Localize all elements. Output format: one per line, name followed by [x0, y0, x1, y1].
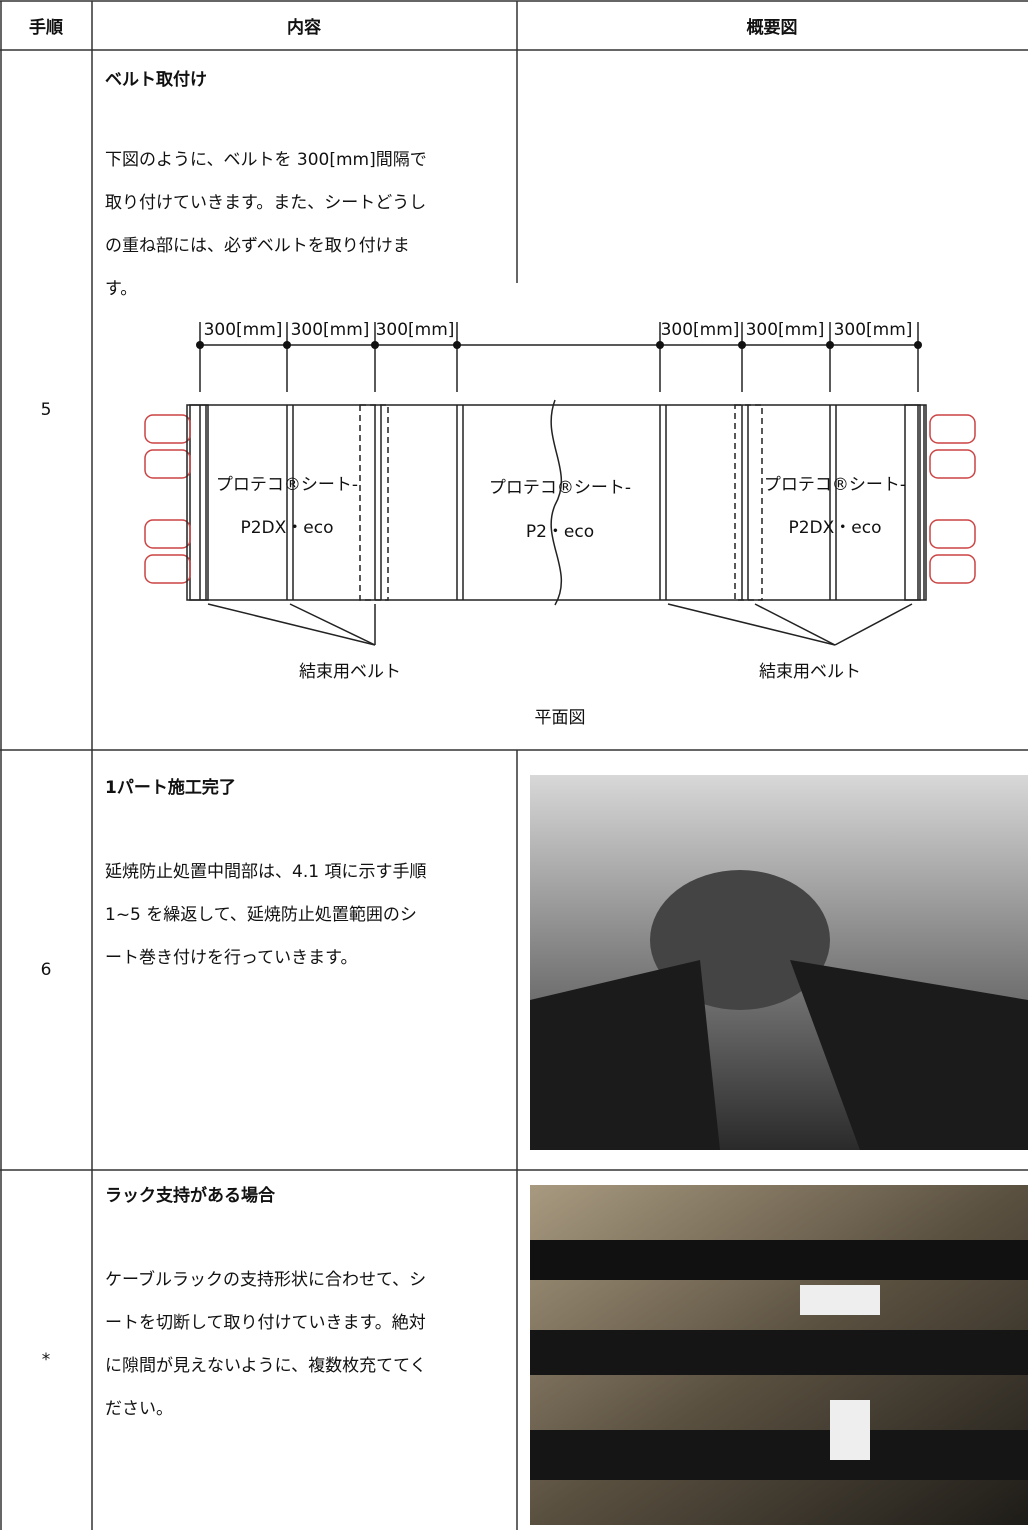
- pipe: [929, 554, 976, 584]
- body-text: ケーブルラックの支持形状に合わせて、シ: [105, 1269, 426, 1290]
- header-cell: 手順: [29, 17, 64, 38]
- sheet-model: P2・eco: [526, 522, 594, 542]
- header-cell: 概要図: [747, 17, 798, 38]
- dim-dot: [453, 341, 461, 349]
- dim-dot: [738, 341, 746, 349]
- body-text: す。: [105, 279, 137, 299]
- pipe: [929, 449, 976, 479]
- overlap: [734, 404, 763, 601]
- leader-line: [834, 603, 913, 646]
- step-number: 6: [41, 960, 52, 980]
- diagram-caption: 平面図: [535, 708, 586, 728]
- pipe: [144, 414, 191, 444]
- header-cell: 内容: [287, 17, 321, 38]
- pipe: [929, 519, 976, 549]
- pipe: [144, 554, 191, 584]
- body-text: の重ね部には、必ずベルトを取り付けま: [105, 236, 410, 256]
- overlap: [186, 404, 209, 601]
- leader-line: [667, 603, 836, 646]
- plan-diagram: [144, 322, 976, 646]
- leader-line: [289, 603, 376, 646]
- pipe: [144, 449, 191, 479]
- sheet-name: プロテコ®シート-: [216, 475, 358, 495]
- overlap: [359, 404, 389, 601]
- dimension-label: 300[mm]: [661, 320, 740, 340]
- step-number: *: [42, 1350, 51, 1370]
- dimension-label: 300[mm]: [291, 320, 370, 340]
- dimension-label: 300[mm]: [376, 320, 455, 340]
- dim-dot: [826, 341, 834, 349]
- pipe: [144, 519, 191, 549]
- sheet-name: プロテコ®シート-: [764, 475, 906, 495]
- overlap: [904, 404, 927, 601]
- leader-line: [207, 603, 376, 646]
- dim-dot: [196, 341, 204, 349]
- belt-label: 結束用ベルト: [299, 662, 401, 682]
- dimension-label: 300[mm]: [746, 320, 825, 340]
- body-text: 1~5 を繰返して、延焼防止処置範囲のシ: [105, 905, 417, 925]
- dimension-label: 300[mm]: [834, 320, 913, 340]
- body-text: ださい。: [105, 1399, 173, 1419]
- body-text: ート巻き付けを行っていきます。: [105, 948, 357, 968]
- body-text: 下図のように、ベルトを 300[mm]間隔で: [105, 150, 427, 170]
- dim-dot: [283, 341, 291, 349]
- body-text: 延焼防止処置中間部は、4.1 項に示す手順: [105, 862, 426, 882]
- dimension-label: 300[mm]: [204, 320, 283, 340]
- body-text: に隙間が見えないように、複数枚充ててく: [105, 1356, 427, 1376]
- body-text: 取り付けていきます。また、シートどうし: [105, 193, 426, 213]
- pipe: [929, 414, 976, 444]
- body-text: ートを切断して取り付けていきます。絶対: [105, 1313, 426, 1333]
- dim-dot: [914, 341, 922, 349]
- photo-rack: [530, 1185, 1028, 1525]
- row-title: 1パート施工完了: [105, 777, 236, 798]
- dim-dot: [371, 341, 379, 349]
- leader-line: [754, 603, 836, 646]
- sheet-name: プロテコ®シート-: [489, 478, 631, 498]
- step-number: 5: [41, 400, 52, 420]
- row-title: ラック支持がある場合: [105, 1185, 276, 1206]
- dim-dot: [656, 341, 664, 349]
- photo-tunnel: [530, 775, 1028, 1150]
- row-title: ベルト取付け: [105, 69, 207, 90]
- sheet-model: P2DX・eco: [240, 518, 333, 538]
- sheet-model: P2DX・eco: [788, 518, 881, 538]
- belt-label: 結束用ベルト: [759, 662, 861, 682]
